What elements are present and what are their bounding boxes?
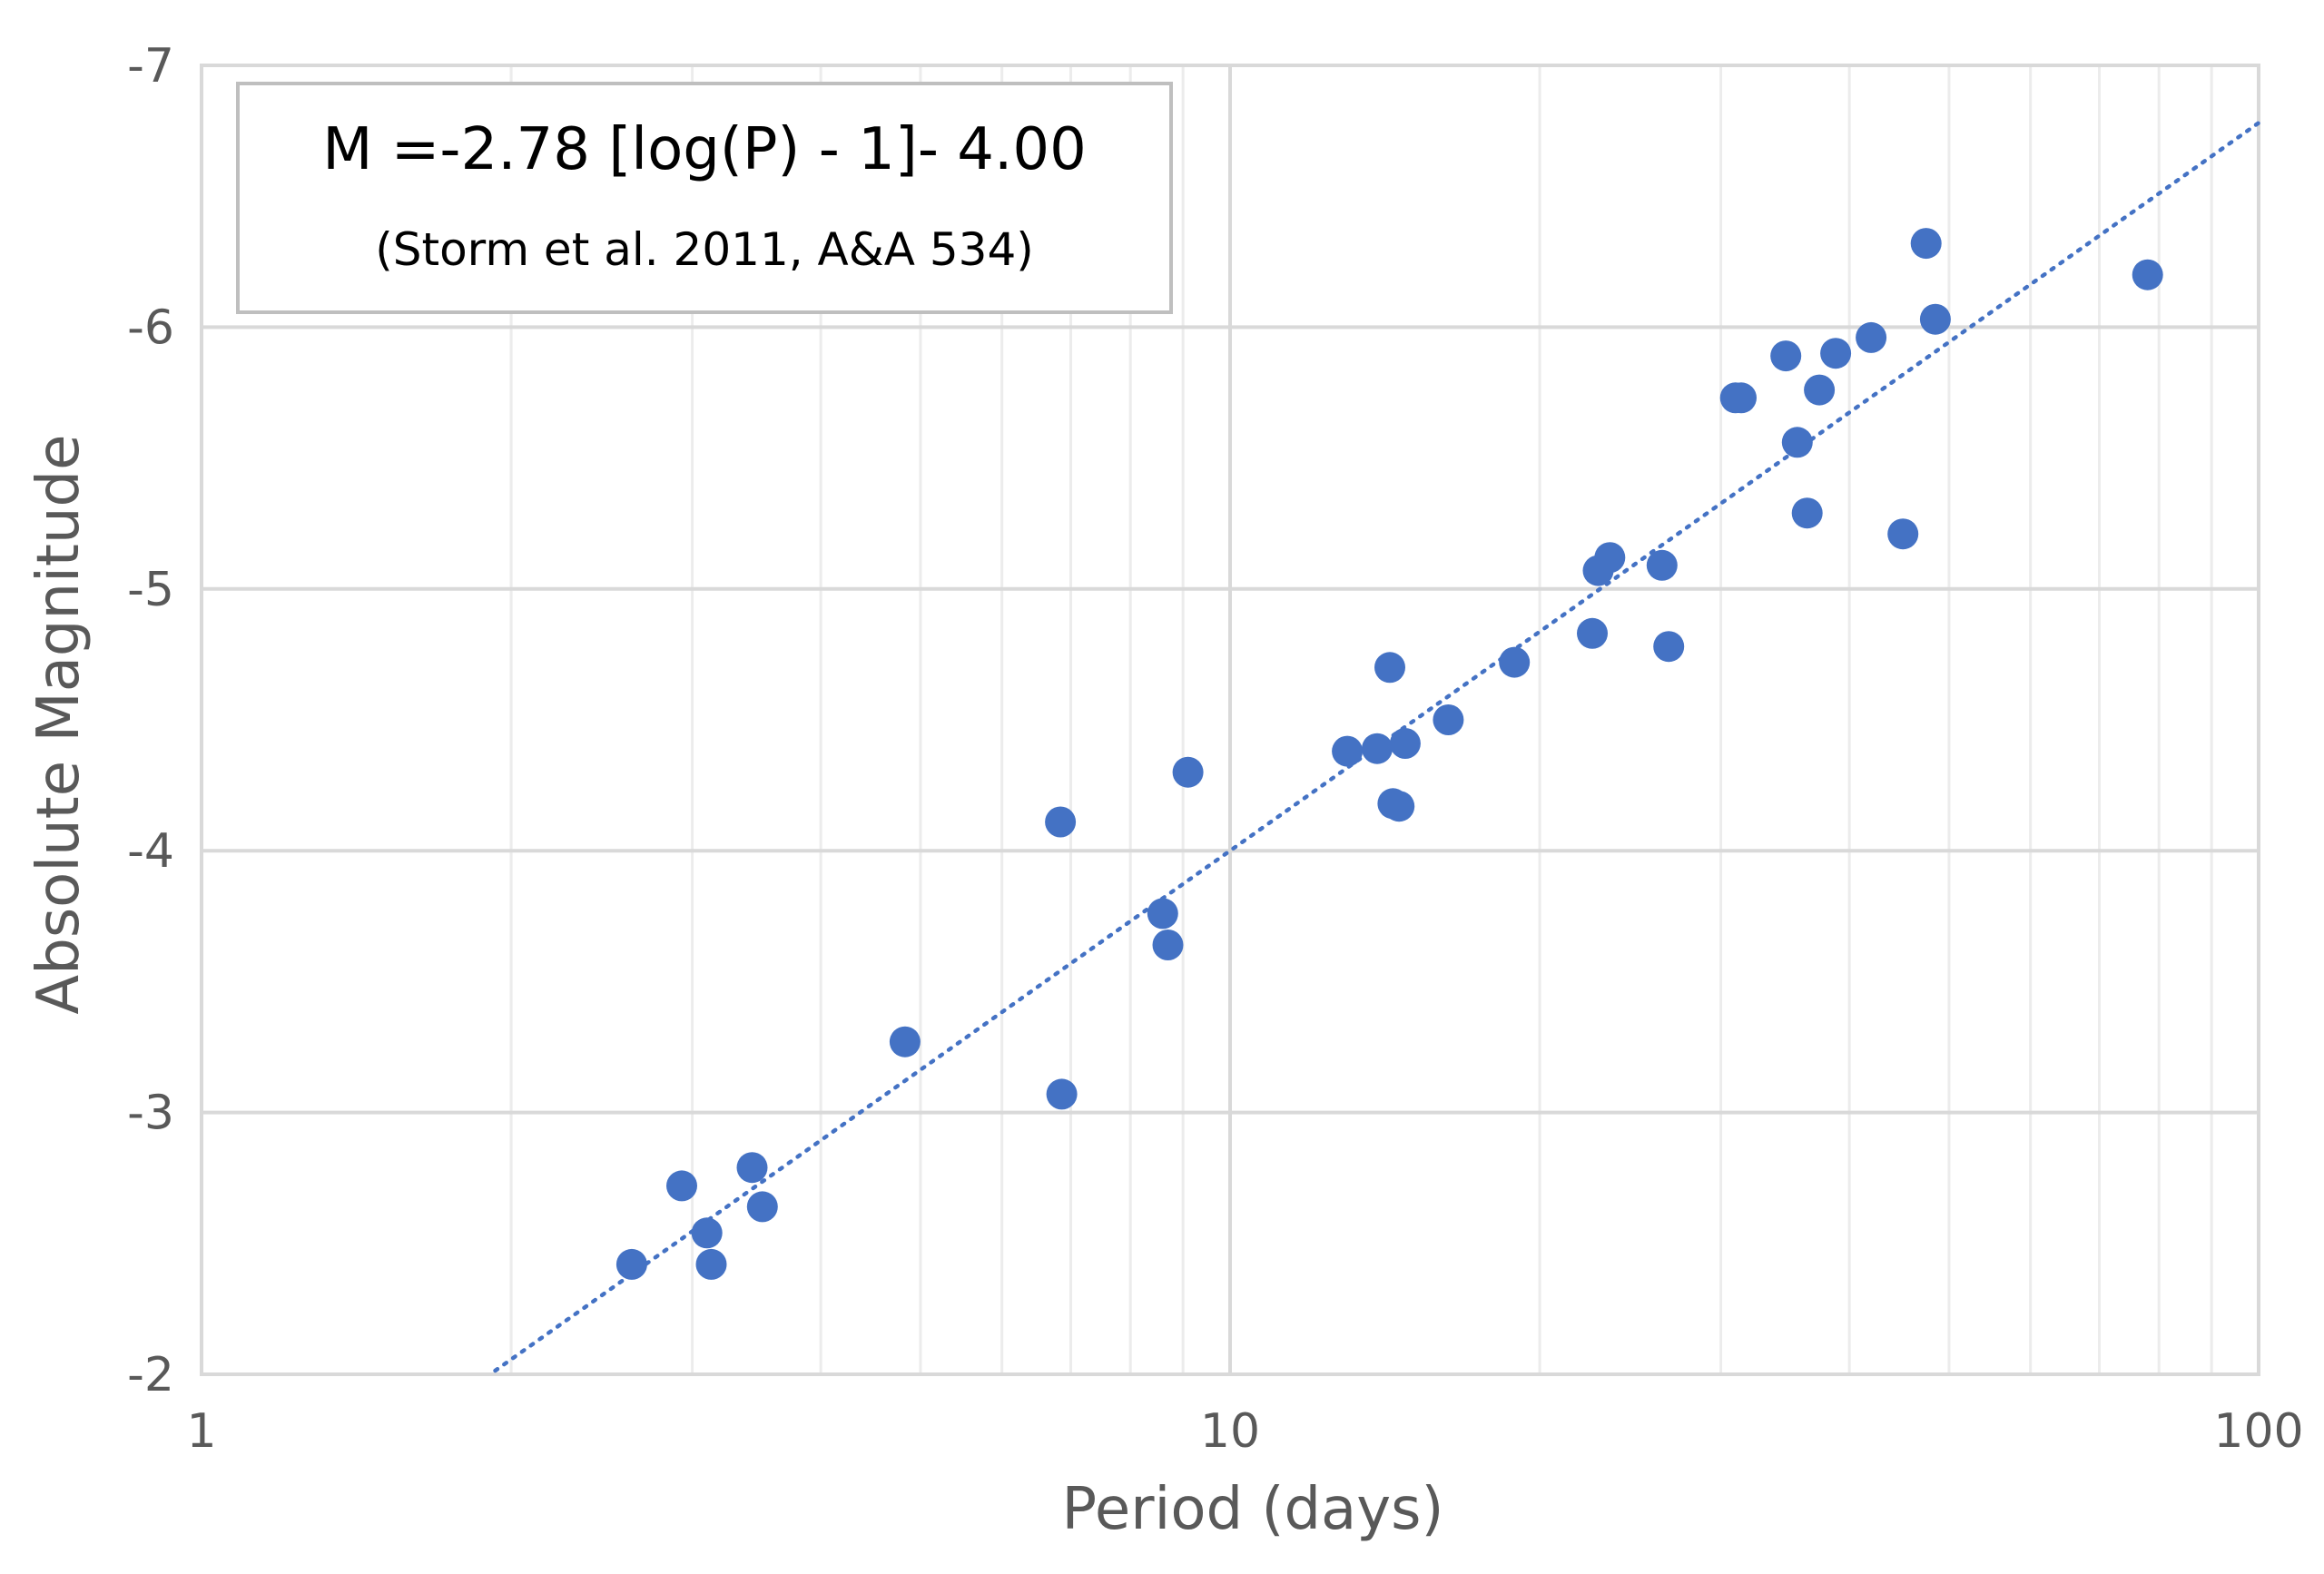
x-axis-title: Period (days): [1062, 1476, 1444, 1543]
data-point: [1045, 806, 1077, 838]
y-axis-title: Absolute Magnitude: [25, 434, 93, 1014]
data-point: [1919, 303, 1951, 335]
data-point: [1362, 733, 1393, 764]
data-point: [1791, 497, 1823, 529]
data-point: [736, 1152, 768, 1184]
data-point: [1856, 321, 1887, 353]
data-point: [1499, 646, 1531, 678]
data-point: [1384, 791, 1415, 822]
data-point: [1577, 617, 1608, 649]
data-point: [1152, 930, 1184, 960]
data-point: [1770, 340, 1802, 372]
y-tick-label: -3: [127, 1087, 174, 1141]
data-point: [1172, 756, 1204, 788]
data-point: [1804, 374, 1836, 406]
data-point: [1147, 898, 1178, 930]
data-point: [691, 1217, 723, 1249]
data-point: [1820, 338, 1852, 369]
x-tick-label: 1: [186, 1404, 216, 1459]
data-point: [1374, 652, 1405, 684]
x-tick-label: 10: [1200, 1404, 1260, 1459]
y-tick-label: -2: [127, 1348, 174, 1402]
data-point: [615, 1248, 647, 1280]
x-axis-tick-labels: 1 10 100: [186, 1404, 2303, 1459]
data-point: [1887, 518, 1919, 550]
data-points: [615, 228, 2163, 1280]
y-axis-tick-labels: -7 -6 -5 -4 -3 -2: [127, 39, 174, 1402]
data-point: [1433, 704, 1464, 735]
data-point: [1910, 228, 1942, 260]
plot-area-border: [200, 64, 2260, 1376]
source-label: (Storm et al. 2011, A&A 534): [375, 223, 1034, 276]
data-point: [1653, 631, 1685, 663]
legend-box: [236, 82, 1173, 314]
y-tick-label: -5: [127, 563, 174, 617]
data-point: [1646, 549, 1678, 581]
y-tick-label: -6: [127, 300, 174, 355]
equation-label: M =-2.78 [log(P) - 1]- 4.00: [322, 116, 1087, 183]
data-point: [1046, 1078, 1078, 1110]
y-tick-label: -7: [127, 39, 174, 93]
data-point: [1332, 735, 1364, 767]
data-point: [1389, 728, 1421, 759]
data-point: [889, 1026, 921, 1058]
legend: M =-2.78 [log(P) - 1]- 4.00 (Storm et al…: [236, 82, 1173, 314]
data-point: [2132, 259, 2163, 290]
data-point: [695, 1248, 727, 1280]
y-tick-label: -4: [127, 824, 174, 879]
data-point: [1781, 427, 1813, 458]
data-point: [666, 1170, 697, 1202]
x-tick-label: 100: [2213, 1404, 2303, 1459]
data-point: [746, 1191, 778, 1223]
data-point: [1594, 542, 1626, 574]
data-point: [1726, 382, 1757, 414]
